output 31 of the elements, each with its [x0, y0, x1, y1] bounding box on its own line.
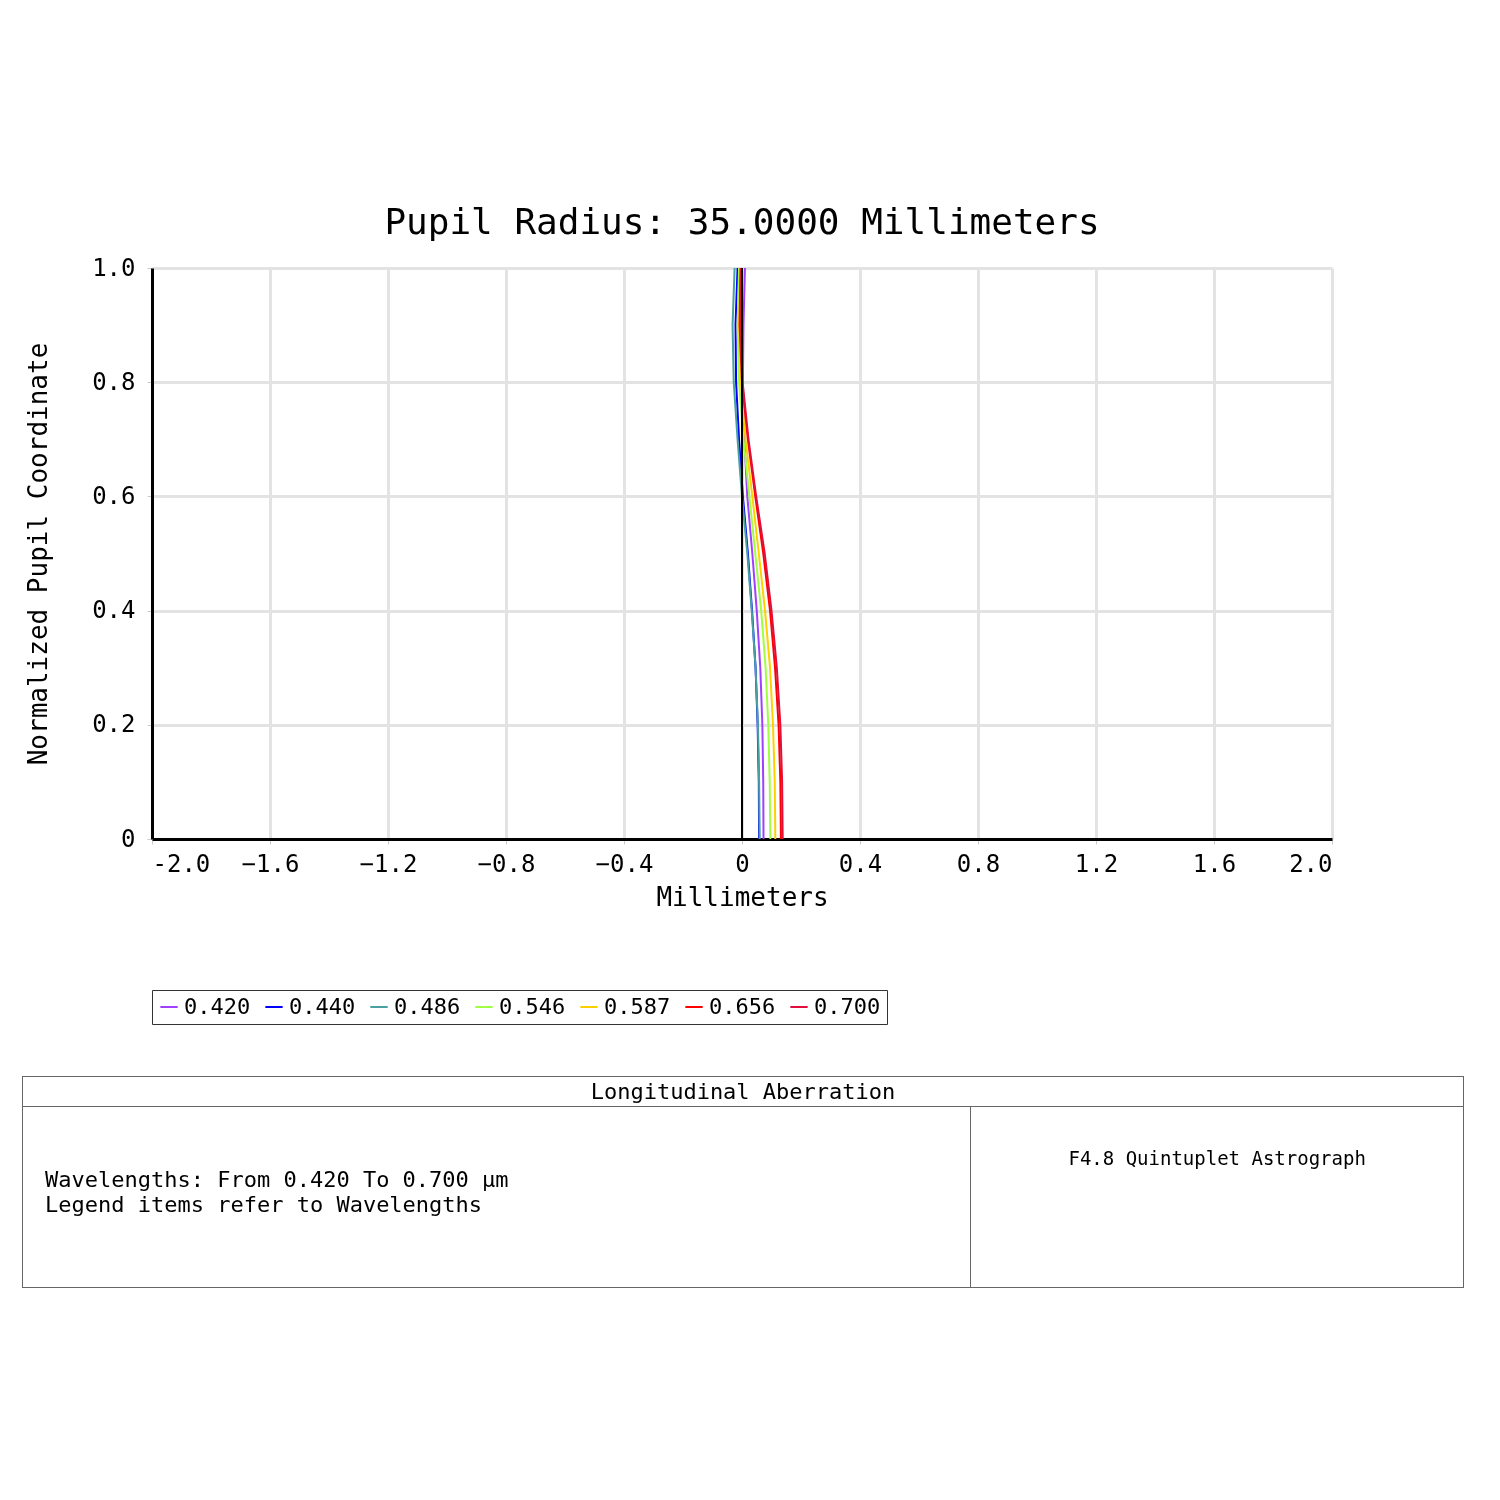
text: Wavelengths: From 0.420 To 0.700 µm: [45, 1167, 509, 1192]
legend-label: 0.700: [814, 994, 881, 1019]
x-tick-label: −1.2: [359, 849, 418, 878]
y-tick-label: 0: [121, 824, 136, 853]
legend-label: 0.656: [709, 994, 776, 1019]
legend-label: 0.420: [184, 994, 251, 1019]
text: Longitudinal Aberration: [23, 1077, 1463, 1107]
x-tick-label: 0: [735, 849, 750, 878]
y-axis-title: Normalized Pupil Coordinate: [23, 342, 54, 766]
legend-label: 0.587: [604, 994, 671, 1019]
legend-label: 0.546: [499, 994, 566, 1019]
x-tick-label: 2.0: [1289, 849, 1333, 878]
x-tick-label: -2.0: [152, 849, 211, 878]
x-tick-label: 1.6: [1192, 849, 1237, 878]
x-axis-title: Millimeters: [656, 881, 829, 912]
x-tick-label: 1.2: [1074, 849, 1119, 878]
text: Legend items refer to Wavelengths: [45, 1192, 483, 1217]
x-tick-label: 0.4: [838, 849, 883, 878]
y-tick-label: 0.2: [92, 710, 136, 739]
y-tick-label: 0.4: [92, 596, 136, 625]
y-tick-label: 1.0: [92, 253, 136, 282]
text: F4.8 Quintuplet Astrograph: [1067, 1146, 1367, 1171]
legend-label: 0.440: [289, 994, 356, 1019]
x-tick-label: −0.8: [477, 849, 536, 878]
x-tick-label: −0.4: [595, 849, 654, 878]
y-tick-label: 0.8: [92, 367, 136, 396]
chart-title: Pupil Radius: 35.0000 Millimeters: [384, 201, 1100, 242]
x-tick-label: −1.6: [241, 849, 300, 878]
x-tick-label: 0.8: [956, 849, 1001, 878]
legend-label: 0.486: [394, 994, 461, 1019]
y-tick-label: 0.6: [92, 481, 136, 510]
